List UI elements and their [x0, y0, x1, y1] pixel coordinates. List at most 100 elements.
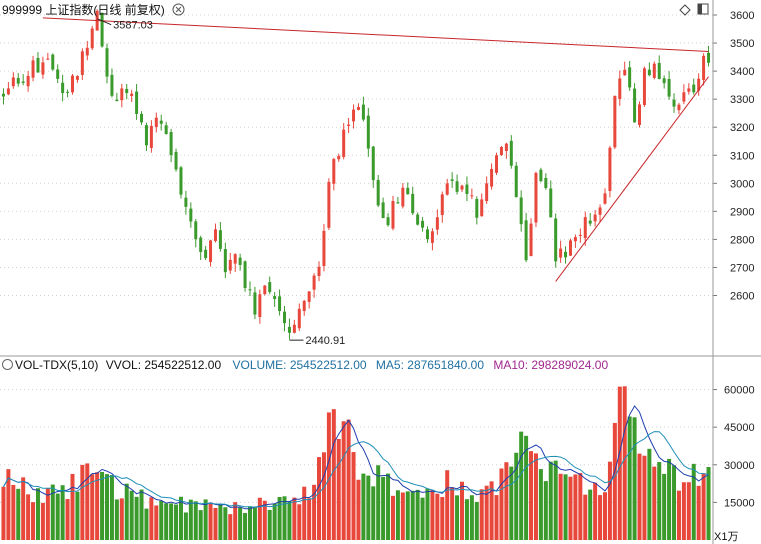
volume-bar [691, 463, 696, 540]
volume-bar [223, 507, 228, 540]
volume-bar [469, 495, 474, 540]
candle-body [564, 251, 568, 258]
volume-bar [602, 492, 607, 540]
volume-bar [164, 503, 169, 540]
volume-bar [292, 497, 297, 540]
candle-body [194, 221, 198, 240]
candle-body [475, 198, 479, 218]
candle-body [608, 147, 612, 191]
window-icon[interactable] [697, 3, 709, 15]
volume-bar [11, 484, 16, 540]
volume-bar [474, 501, 479, 540]
candle-body [460, 185, 464, 190]
volume-bar [390, 495, 395, 540]
volume-bar [228, 514, 233, 540]
volume-bar [376, 465, 381, 540]
candle-body [16, 78, 20, 84]
candle-body [391, 201, 395, 229]
candle-body [140, 113, 144, 123]
candle-body [465, 184, 469, 194]
candle-body [421, 220, 425, 228]
volume-bar [169, 503, 174, 540]
candle-body [544, 177, 548, 188]
candle-body [223, 249, 227, 273]
volume-bar [282, 496, 287, 540]
volume-bar [317, 457, 322, 540]
candle-body [273, 296, 277, 299]
candle-body [490, 168, 494, 187]
volume-bar [198, 510, 203, 540]
candle-body [549, 188, 553, 218]
volume-bar [183, 512, 188, 540]
volume-bar [464, 499, 469, 540]
volume-bar [460, 481, 465, 540]
candle-body [66, 91, 70, 93]
volume-bar [326, 412, 331, 540]
candle-body [322, 230, 326, 267]
volume-bar [70, 473, 75, 540]
volume-bar [109, 475, 114, 540]
volume-bar [277, 496, 282, 540]
volume-bar [6, 469, 11, 540]
volume-bar [366, 475, 371, 540]
candle-body [583, 217, 587, 239]
candle-body [687, 88, 691, 92]
volume-bar [706, 467, 711, 540]
price-tick-label: 3300 [730, 94, 754, 106]
candle-body [578, 234, 582, 236]
candle-body [425, 229, 429, 240]
volume-bar [287, 501, 292, 540]
candle-body [366, 115, 370, 149]
candle-body [70, 75, 74, 93]
candle-body [662, 78, 666, 84]
candle-body [628, 67, 632, 88]
candle-body [90, 28, 94, 49]
candle-body [164, 125, 168, 135]
candle-body [287, 326, 291, 333]
trendlines [42, 17, 709, 282]
candle-body [184, 197, 188, 207]
candle-body [588, 220, 592, 224]
volume-bar [16, 488, 21, 540]
candle-body [135, 91, 139, 114]
candle-body [327, 181, 331, 228]
volume-bar [60, 485, 65, 540]
candle-body [376, 179, 380, 206]
candle-body [154, 117, 158, 128]
volume-indicator-icon [2, 359, 13, 370]
candle-body [554, 218, 558, 262]
candle-body [238, 257, 242, 265]
candle-body [61, 82, 65, 94]
volume-bar [622, 386, 627, 540]
volume-bar [489, 481, 494, 540]
volume-bar [617, 386, 622, 540]
volume-bar [445, 470, 450, 540]
candle-body [652, 63, 656, 78]
candle-body [51, 54, 55, 70]
candle-body [618, 78, 622, 99]
volume-bar [26, 494, 31, 540]
volume-bar [578, 473, 583, 540]
price-tick-label: 3500 [730, 38, 754, 50]
volume-bar [243, 513, 248, 540]
volume-bar [90, 474, 95, 540]
price-tick-label: 2600 [730, 291, 754, 303]
candle-body [519, 197, 523, 225]
candle-body [209, 240, 213, 262]
volume-bar [568, 476, 573, 540]
close-circle-icon[interactable] [172, 3, 185, 16]
trendline [555, 76, 709, 282]
volume-bar [21, 477, 26, 540]
volume-bar [178, 496, 183, 540]
candle-body [707, 52, 711, 63]
volume-bar [538, 469, 543, 540]
volume-bar [662, 473, 667, 540]
candle-body [189, 208, 193, 222]
candle-body [692, 84, 696, 93]
candle-body [514, 165, 518, 198]
candle-body [179, 167, 183, 195]
candle-body [435, 217, 439, 230]
diamond-icon[interactable] [679, 4, 691, 16]
candle-body [430, 231, 434, 243]
volume-bar [297, 504, 302, 540]
